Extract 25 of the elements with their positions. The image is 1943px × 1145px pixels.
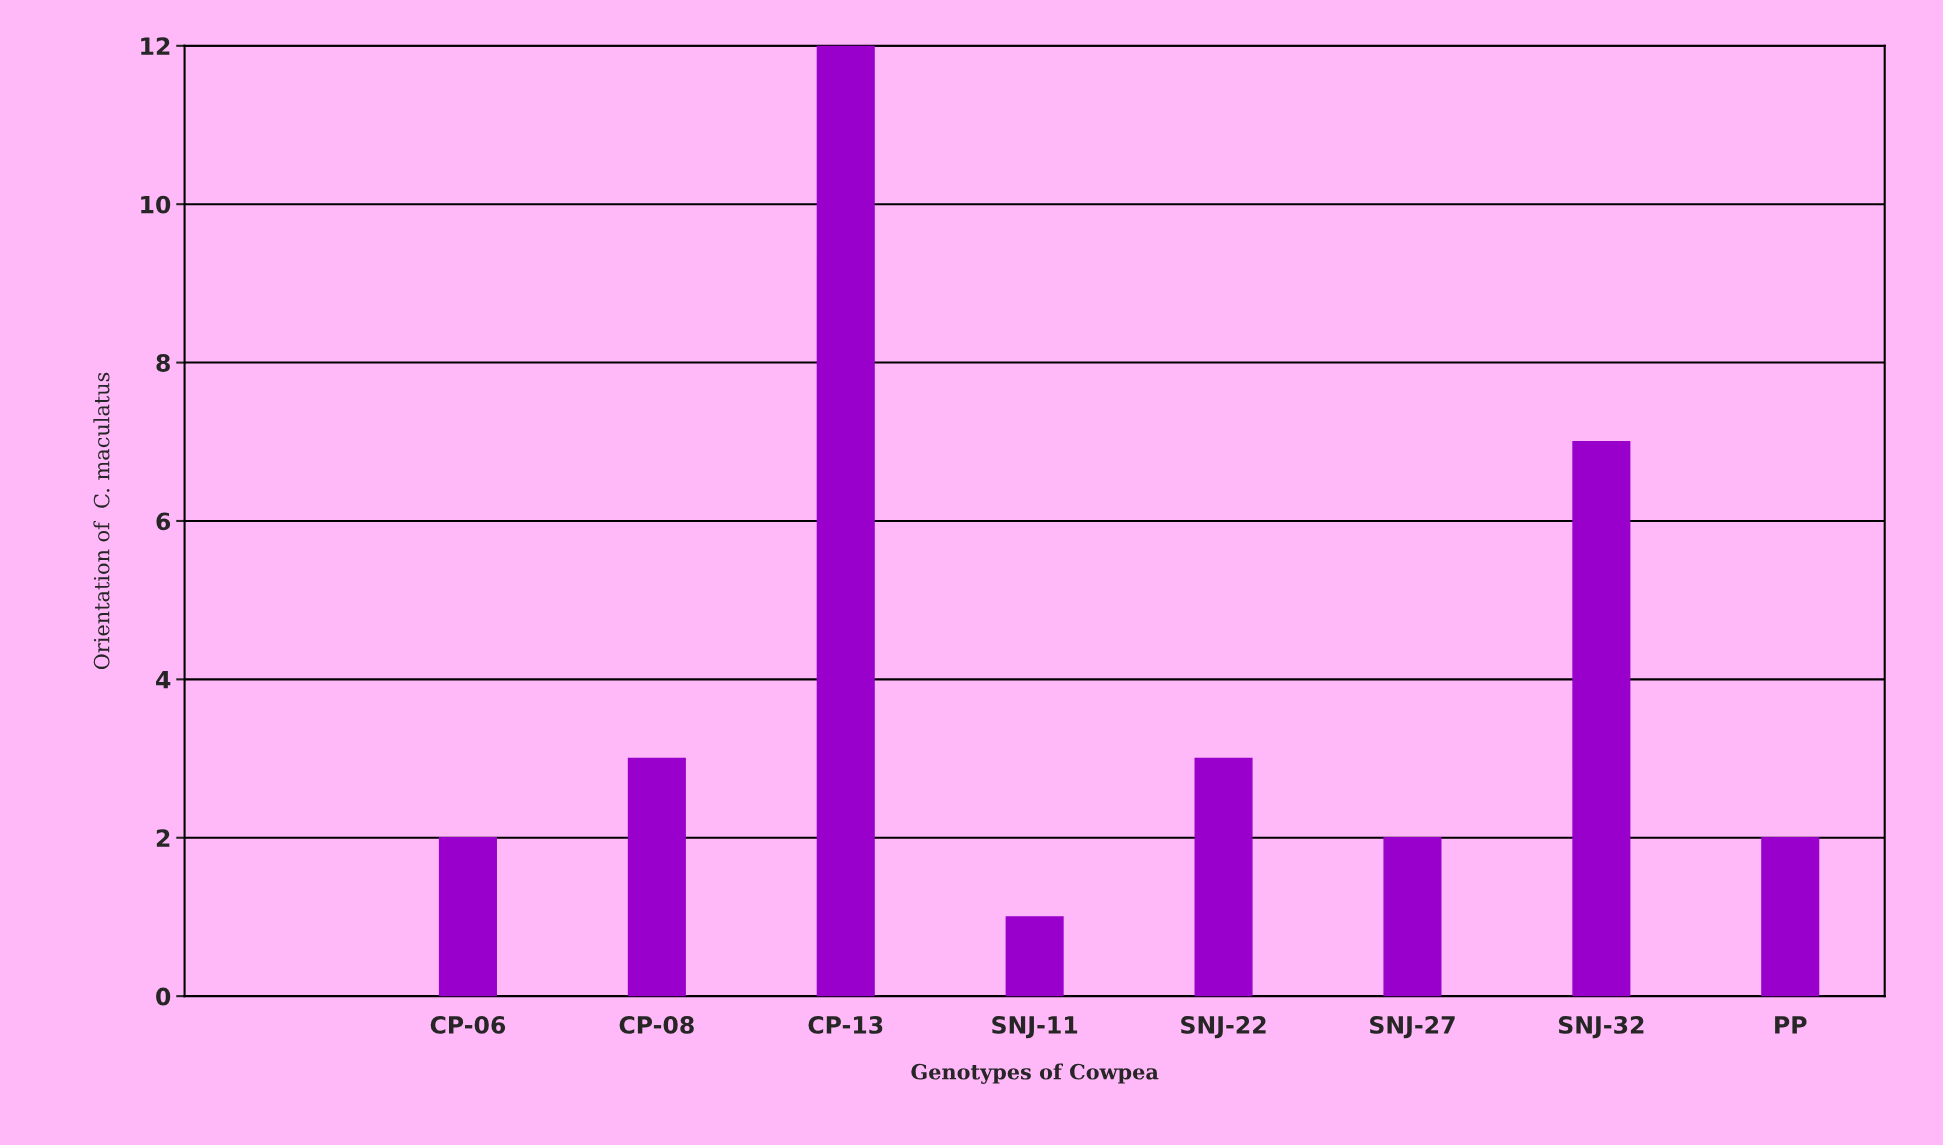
y-tick-label: 6: [156, 512, 171, 531]
y-axis-title: Orientation of C. maculatus: [93, 372, 110, 670]
x-tick-label: CP-13: [808, 1016, 883, 1034]
bar: [438, 837, 497, 997]
y-tick-label: 8: [156, 354, 170, 372]
x-tick-label: CP-06: [430, 1016, 506, 1034]
bar: [1005, 916, 1064, 997]
x-axis-title: Genotypes of Cowpea: [911, 1063, 1159, 1084]
x-tick-label: SNJ-22: [1181, 1016, 1266, 1039]
bar: [627, 757, 686, 997]
y-tick-label: 4: [156, 671, 171, 689]
y-tick-label: 12: [141, 37, 170, 55]
x-tick-label: CP-08: [619, 1016, 694, 1034]
bar: [1194, 757, 1253, 997]
y-tick-label: 10: [141, 195, 171, 214]
bar: [1572, 441, 1631, 997]
x-tick-label: SNJ-27: [1370, 1016, 1455, 1039]
bar: [1761, 837, 1820, 997]
bar: [816, 45, 875, 997]
y-tick-label: 2: [156, 829, 170, 847]
x-tick-label: SNJ-32: [1558, 1016, 1644, 1039]
y-tick-label: 0: [156, 987, 171, 1006]
x-tick-label: SNJ-11: [992, 1016, 1078, 1039]
x-tick-label: PP: [1775, 1016, 1807, 1034]
bar: [1383, 837, 1442, 997]
